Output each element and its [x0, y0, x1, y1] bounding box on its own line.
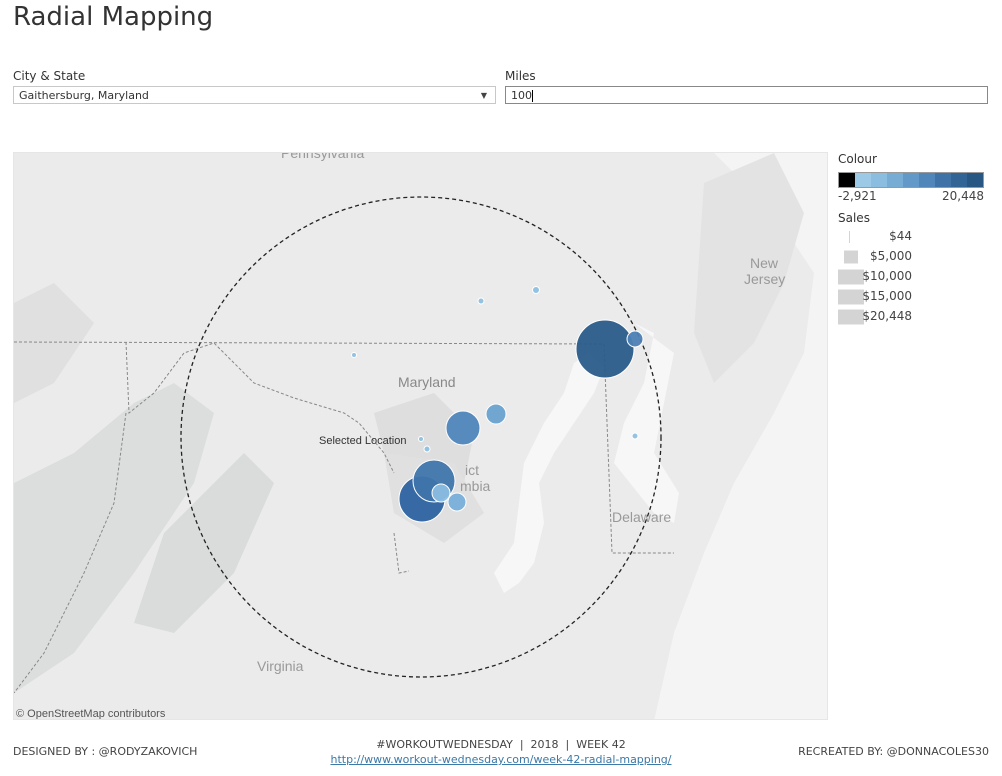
- colour-step: [871, 173, 887, 187]
- label-delaware: Delaware: [612, 509, 671, 525]
- label-virginia: Virginia: [257, 658, 304, 674]
- sales-bubble[interactable]: [447, 492, 467, 512]
- sales-bubble[interactable]: [485, 403, 507, 425]
- colour-ramp: [838, 172, 984, 188]
- colour-step: [951, 173, 967, 187]
- sales-bubble[interactable]: [445, 410, 481, 446]
- sales-bubble[interactable]: [351, 352, 357, 358]
- designed-by: DESIGNED BY : @RODYZAKOVICH: [13, 745, 198, 758]
- sales-legend-item: $5,000: [838, 247, 998, 267]
- map-attribution[interactable]: © OpenStreetMap contributors: [16, 708, 166, 720]
- sales-bubble[interactable]: [477, 297, 485, 305]
- sales-legend-item: $20,448: [838, 307, 998, 327]
- sales-legend-item: $10,000: [838, 267, 998, 287]
- sales-bubble[interactable]: [423, 445, 431, 453]
- sales-bubble[interactable]: [631, 432, 639, 440]
- label-dc-2: mbia: [460, 478, 491, 494]
- sales-bubble[interactable]: [575, 319, 635, 379]
- colour-step: [903, 173, 919, 187]
- label-pennsylvania: Pennsylvania: [281, 153, 364, 161]
- page-title: Radial Mapping: [13, 2, 214, 32]
- sales-legend-item: $15,000: [838, 287, 998, 307]
- label-dc-1: ict: [465, 462, 479, 478]
- city-state-dropdown[interactable]: Gaithersburg, Maryland ▼: [13, 86, 496, 104]
- colour-step: [967, 173, 983, 187]
- label-maryland: Maryland: [398, 374, 456, 390]
- colour-step: [887, 173, 903, 187]
- radial-map[interactable]: Pennsylvania New Jersey Maryland ict mbi…: [13, 152, 828, 720]
- colour-step: [839, 173, 855, 187]
- footer-link[interactable]: http://www.workout-wednesday.com/week-42…: [330, 753, 672, 766]
- city-state-label: City & State: [13, 69, 86, 83]
- city-state-value: Gaithersburg, Maryland: [19, 89, 149, 102]
- recreated-by: RECREATED BY: @DONNACOLES30: [798, 745, 989, 758]
- miles-label: Miles: [505, 69, 536, 83]
- selected-location-label: Selected Location: [319, 435, 406, 447]
- sales-bubble[interactable]: [532, 286, 540, 294]
- sales-bubble[interactable]: [626, 330, 644, 348]
- colour-legend-title: Colour: [838, 152, 877, 166]
- sales-bubble[interactable]: [431, 483, 451, 503]
- label-new-jersey-2: Jersey: [744, 271, 785, 287]
- label-new-jersey-1: New: [750, 255, 779, 271]
- sales-bubble[interactable]: [418, 436, 424, 442]
- legend: Colour -2,921 20,448 Sales $44 $5,000 $1…: [838, 152, 998, 327]
- colour-step: [935, 173, 951, 187]
- colour-max: 20,448: [942, 189, 984, 203]
- miles-input[interactable]: 100: [505, 86, 988, 104]
- miles-value: 100: [511, 89, 532, 102]
- sales-legend-item: $44: [838, 227, 998, 247]
- colour-step: [919, 173, 935, 187]
- chevron-down-icon[interactable]: ▼: [480, 91, 487, 100]
- colour-min: -2,921: [838, 189, 877, 203]
- sales-legend-title: Sales: [838, 211, 870, 225]
- colour-step: [855, 173, 871, 187]
